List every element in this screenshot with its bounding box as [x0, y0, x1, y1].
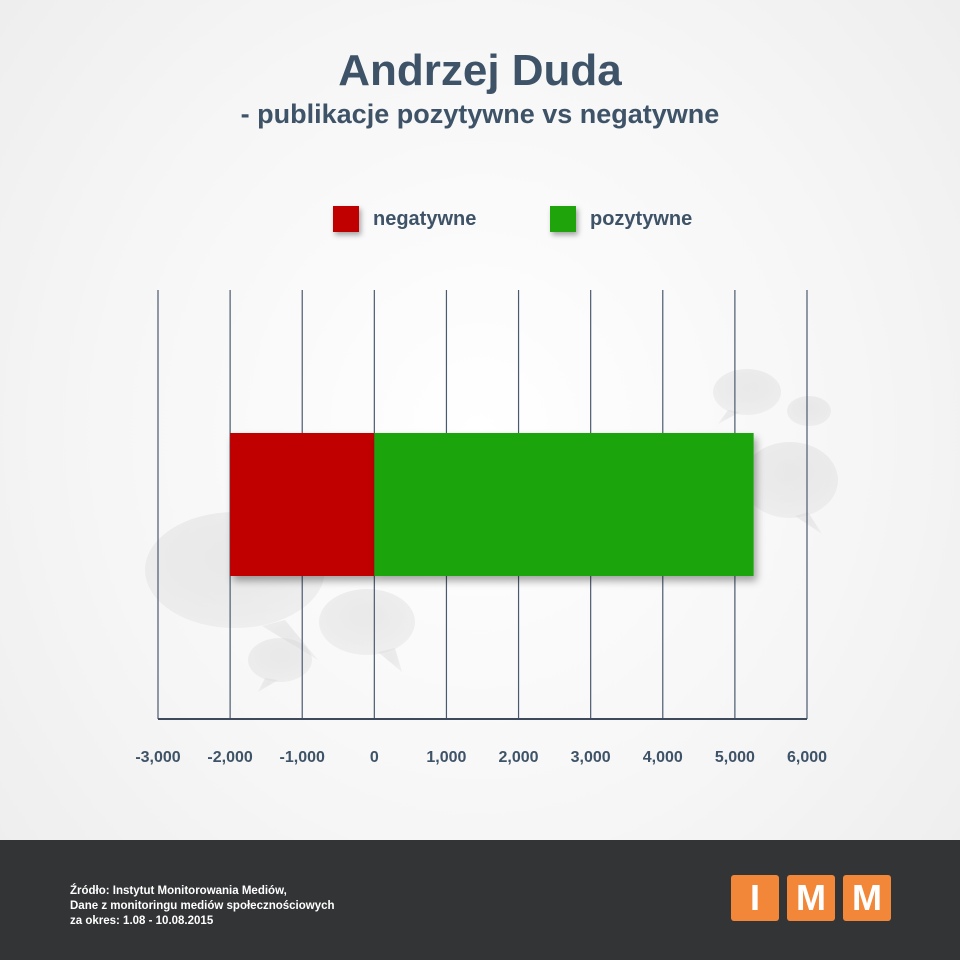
x-tick-label: 0 [370, 749, 379, 766]
x-tick-label: 6,000 [787, 749, 827, 766]
legend-label-negatywne: negatywne [373, 207, 477, 230]
source-line: za okres: 1.08 - 10.08.2015 [70, 915, 214, 927]
source-line: Źródło: Instytut Monitorowania Mediów, [70, 885, 287, 897]
bar-chart: -3,000 -2,000 -1,000 0 1,000 2,000 3,000 4,000 5… [135, 290, 838, 766]
x-tick-label: 4,000 [643, 749, 683, 766]
x-tick-label: -1,000 [280, 749, 325, 766]
chart-subtitle: - publikacje pozytywne vs negatywne [240, 99, 720, 129]
legend-item-negatywne: negatywne [333, 205, 476, 233]
logo-letter: M [843, 875, 891, 921]
x-tick-label: -3,000 [135, 749, 180, 766]
legend-item-pozytywne: pozytywne [550, 205, 692, 233]
x-tick-label: 1,000 [426, 749, 466, 766]
x-tick-label: -2,000 [207, 749, 252, 766]
source-note: Źródło: Instytut Monitorowania Mediów, D… [70, 884, 335, 929]
legend-swatch-pozytywne [550, 206, 576, 232]
legend-swatch-negatywne [333, 206, 359, 232]
logo-letter: M [787, 875, 835, 921]
logo-letter: I [731, 875, 779, 921]
footer: Źródło: Instytut Monitorowania Mediów, D… [0, 840, 960, 960]
bar-pozytywne [374, 433, 754, 576]
source-line: Dane z monitoringu mediów społecznościow… [70, 900, 335, 912]
x-tick-label: 3,000 [571, 749, 611, 766]
bar-negatywne [230, 433, 375, 576]
chart-title: Andrzej Duda [338, 46, 622, 95]
imm-logo: I M M [731, 875, 891, 921]
legend-label-pozytywne: pozytywne [590, 207, 693, 230]
x-tick-label: 5,000 [715, 749, 755, 766]
x-tick-label: 2,000 [499, 749, 539, 766]
